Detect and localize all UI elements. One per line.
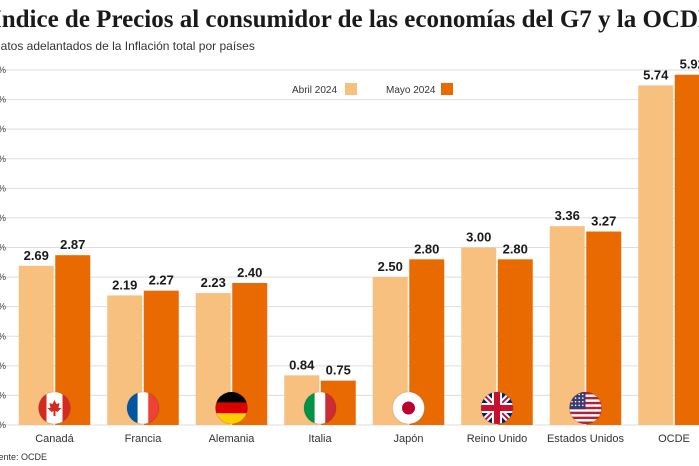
x-tick-label: OCDE xyxy=(658,433,690,445)
legend-label: Abril 2024 xyxy=(292,85,337,96)
x-tick-label: Alemania xyxy=(209,433,256,445)
data-label: 0.75 xyxy=(326,363,351,378)
y-tick-label: 2.5% xyxy=(0,272,6,282)
data-label: 3.00 xyxy=(466,230,491,245)
data-label: 0.84 xyxy=(289,357,315,372)
x-tick-label: Japón xyxy=(394,433,424,445)
legend-swatch xyxy=(345,83,357,95)
data-label: 5.74 xyxy=(643,67,669,82)
chart-subtitle: Datos adelantados de la Inflación total … xyxy=(0,39,255,53)
bar-abril xyxy=(638,85,674,425)
x-tick-label: Canadá xyxy=(35,433,74,445)
y-tick-label: 4.5% xyxy=(0,154,6,164)
data-label: 2.80 xyxy=(503,241,528,256)
legend-swatch xyxy=(441,83,453,95)
y-tick-label: 6% xyxy=(0,65,6,75)
legend-label: Mayo 2024 xyxy=(386,85,436,96)
italy-flag-icon xyxy=(303,391,337,425)
x-tick-label: Francia xyxy=(125,433,163,445)
bar-abril xyxy=(549,226,585,425)
france-flag-icon xyxy=(126,391,160,425)
usa-flag-icon xyxy=(569,391,602,425)
data-label: 2.69 xyxy=(24,248,49,263)
y-tick-label: 1% xyxy=(0,361,6,371)
data-label: 3.27 xyxy=(591,214,616,229)
y-tick-label: 2% xyxy=(0,302,6,312)
source-note: Fuente: OCDE xyxy=(0,452,48,462)
data-label: 2.40 xyxy=(237,265,262,280)
data-label: 5.92 xyxy=(680,57,699,72)
uk-flag-icon xyxy=(480,391,514,425)
data-label: 2.87 xyxy=(60,237,85,252)
japan-flag-icon xyxy=(392,391,425,425)
x-tick-label: Reino Unido xyxy=(467,433,528,445)
chart-title: Índice de Precios al consumidor de las e… xyxy=(0,6,699,33)
x-tick-label: Estados Unidos xyxy=(547,433,625,445)
y-tick-label: 3.5% xyxy=(0,213,6,223)
data-label: 2.80 xyxy=(414,241,439,256)
legend: Abril 2024 Mayo 2024 xyxy=(292,83,453,96)
y-tick-label: 0% xyxy=(0,420,6,430)
x-tick-label: Italia xyxy=(308,433,332,445)
bar-mayo xyxy=(674,74,699,425)
data-label: 3.36 xyxy=(555,208,580,223)
data-label: 2.23 xyxy=(201,275,226,290)
y-tick-label: 5% xyxy=(0,124,6,134)
y-tick-label: 4% xyxy=(0,183,6,193)
germany-flag-icon xyxy=(215,391,248,425)
bar-mayo xyxy=(586,231,622,425)
y-tick-label: 1.5% xyxy=(0,331,6,341)
y-tick-label: 0.5% xyxy=(0,390,6,400)
y-tick-label: 3% xyxy=(0,243,6,253)
data-label: 2.27 xyxy=(149,273,174,288)
canada-flag-icon xyxy=(38,391,71,425)
data-label: 2.19 xyxy=(112,277,137,292)
data-label: 2.50 xyxy=(378,259,403,274)
y-tick-label: 5.5% xyxy=(0,95,6,105)
